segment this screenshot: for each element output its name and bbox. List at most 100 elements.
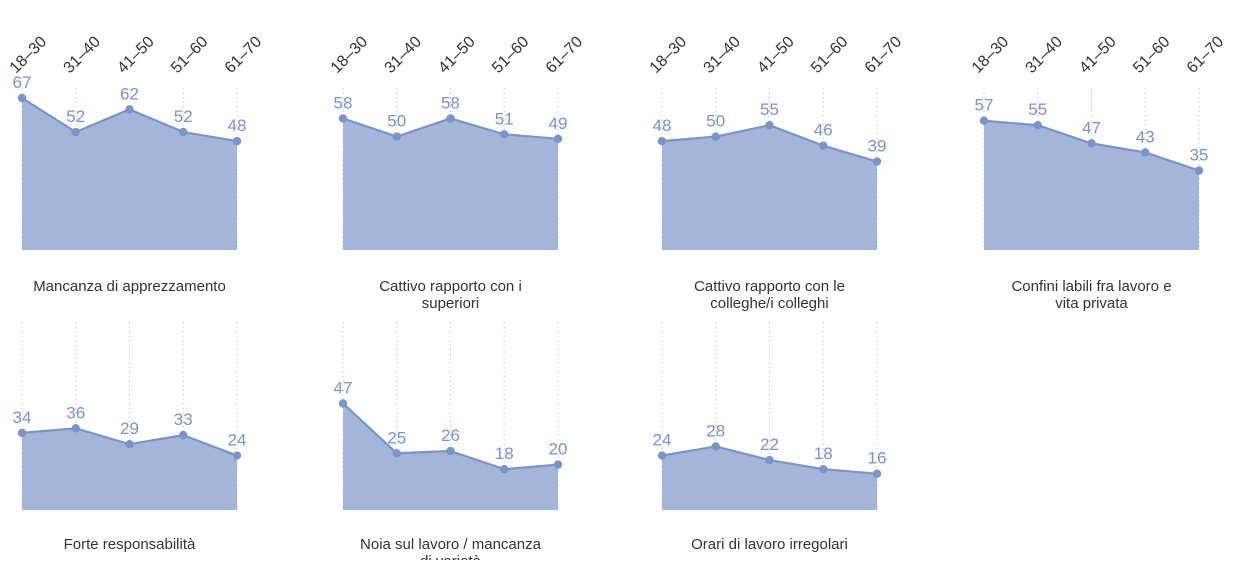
category-label-1: 18–30	[328, 33, 372, 77]
area-fill	[22, 98, 237, 250]
caption-line-2: di varietà	[420, 553, 482, 560]
data-point-1	[338, 399, 348, 408]
value-label-3: 29	[120, 419, 139, 438]
value-label-4: 18	[495, 444, 514, 463]
category-label-4: 51–60	[1130, 33, 1174, 77]
value-label-1: 67	[13, 73, 32, 92]
data-point-3	[446, 114, 455, 123]
caption-line-1: Mancanza di apprezzamento	[33, 278, 226, 295]
category-label-4: 51–60	[168, 33, 212, 77]
value-label-3: 47	[1082, 118, 1101, 137]
area-fill	[343, 403, 558, 510]
value-label-1: 34	[13, 408, 32, 427]
category-label-3: 41–50	[754, 33, 798, 77]
category-label-2: 31–40	[701, 33, 745, 77]
value-label-3: 58	[441, 93, 460, 112]
value-label-4: 46	[814, 121, 833, 140]
panel-caption: Orari di lavoro irregolari	[691, 536, 848, 553]
data-point-4	[500, 464, 509, 474]
caption-line-1: Cattivo rapporto con i	[379, 278, 522, 295]
data-point-1	[338, 114, 348, 123]
data-point-3	[765, 121, 774, 130]
data-point-1	[979, 116, 989, 125]
value-label-4: 33	[174, 410, 193, 429]
area-fill	[343, 118, 558, 250]
category-label-3: 41–50	[1076, 33, 1120, 77]
category-label-5: 61–70	[222, 33, 266, 77]
data-point-2	[711, 442, 720, 451]
panel-caption: Forte responsabilità	[64, 536, 196, 553]
value-label-4: 18	[814, 444, 833, 463]
value-label-3: 62	[120, 84, 139, 103]
data-point-4	[179, 127, 188, 137]
value-label-5: 39	[868, 137, 887, 156]
panel-5: 34 36 29 33 24 Forte responsabilità	[13, 322, 247, 553]
data-point-1	[17, 428, 27, 438]
data-point-5	[872, 469, 882, 478]
value-label-1: 47	[334, 378, 353, 397]
data-point-2	[71, 127, 80, 137]
category-label-5: 61–70	[543, 33, 587, 77]
value-label-4: 51	[495, 109, 514, 128]
value-label-5: 49	[549, 114, 568, 133]
data-point-4	[819, 141, 828, 150]
data-point-2	[711, 132, 720, 141]
value-label-2: 50	[387, 112, 406, 131]
data-point-3	[765, 455, 774, 465]
value-label-3: 22	[760, 435, 779, 454]
data-point-5	[1194, 166, 1204, 175]
data-point-1	[657, 451, 667, 460]
category-label-4: 51–60	[808, 33, 852, 77]
value-label-1: 24	[653, 431, 672, 450]
value-label-4: 43	[1136, 127, 1155, 146]
data-point-4	[500, 130, 509, 139]
data-point-3	[446, 446, 455, 456]
value-label-2: 52	[66, 107, 85, 126]
category-label-1: 18–30	[7, 33, 51, 77]
panel-7: 24 28 22 18 16 Orari di lavoro irregolari	[653, 322, 887, 553]
category-label-2: 31–40	[1023, 33, 1067, 77]
value-label-5: 16	[868, 449, 887, 468]
caption-line-2: superiori	[422, 295, 480, 312]
caption-line-1: Orari di lavoro irregolari	[691, 536, 848, 553]
value-label-2: 25	[387, 428, 406, 447]
data-point-2	[392, 449, 401, 458]
area-fill	[662, 446, 877, 510]
data-point-3	[1087, 139, 1096, 148]
panel-caption: Mancanza di apprezzamento	[33, 278, 226, 295]
value-label-5: 35	[1190, 146, 1209, 165]
data-point-1	[657, 136, 667, 146]
value-label-2: 36	[66, 403, 85, 422]
data-point-2	[392, 132, 401, 141]
category-label-4: 51–60	[489, 33, 533, 77]
panel-1: 67 52 62 52 48 18–30 31–40 41–50 51–60 61–70 Manca…	[7, 33, 266, 295]
category-label-2: 31–40	[382, 33, 426, 77]
category-label-1: 18–30	[969, 33, 1013, 77]
data-point-3	[125, 440, 134, 449]
value-label-1: 58	[334, 93, 353, 112]
category-label-5: 61–70	[862, 33, 906, 77]
category-label-1: 18–30	[647, 33, 691, 77]
category-label-5: 61–70	[1184, 33, 1228, 77]
panel-3: 48 50 55 46 39 18–30 31–40 41–50 51–60 61–70 Catti…	[647, 33, 906, 312]
data-point-4	[1141, 148, 1150, 157]
value-label-4: 52	[174, 107, 193, 126]
data-point-5	[553, 134, 563, 144]
panel-caption: Noia sul lavoro / mancanzadi varietà	[360, 536, 542, 565]
data-point-2	[71, 424, 80, 433]
area-fill	[22, 428, 237, 510]
value-label-5: 48	[228, 116, 247, 135]
data-point-5	[872, 157, 882, 166]
value-label-5: 24	[228, 431, 247, 450]
data-point-5	[232, 451, 242, 460]
value-label-1: 48	[653, 116, 672, 135]
data-point-5	[553, 460, 563, 469]
value-label-3: 55	[760, 100, 779, 119]
area-fill	[662, 125, 877, 250]
caption-line-1: Forte responsabilità	[64, 536, 196, 553]
caption-line-2: colleghe/i colleghi	[710, 295, 828, 312]
data-point-4	[819, 464, 828, 474]
